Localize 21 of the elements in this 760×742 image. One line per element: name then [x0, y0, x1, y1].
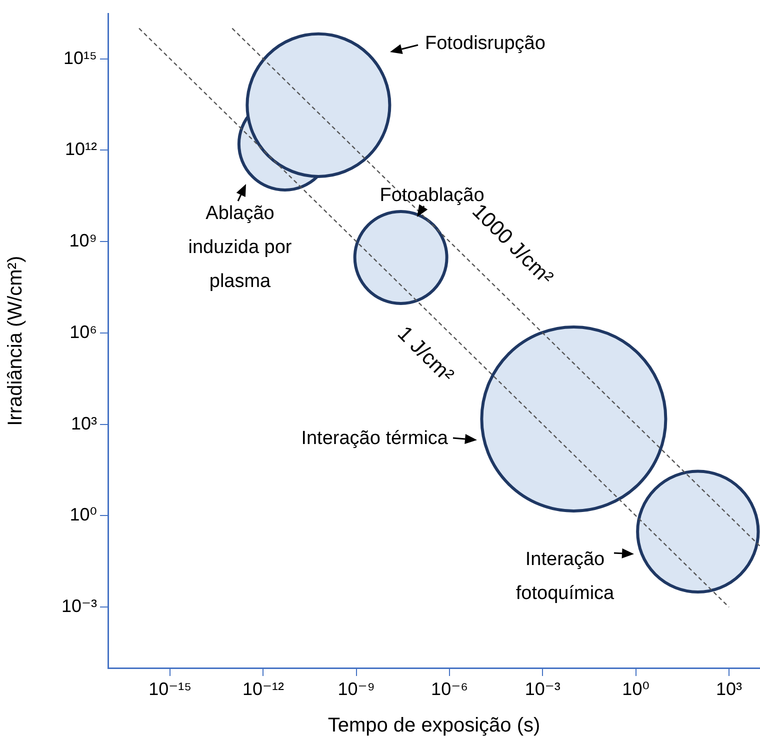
- y-tick-label: 10⁰: [70, 504, 97, 525]
- series-label: Fotoablação: [380, 185, 484, 206]
- y-tick-label: 10³: [70, 413, 98, 434]
- x-tick-label: 10⁻¹⁵: [148, 678, 192, 699]
- y-tick-label: 10¹⁵: [64, 48, 97, 68]
- y-tick-label: 10⁻³: [61, 596, 97, 616]
- y-tick-label: 10¹²: [64, 139, 97, 160]
- x-tick-label: 10⁻³: [524, 678, 560, 699]
- x-tick-label: 10⁻⁶: [431, 678, 468, 699]
- series-label: Ablação induzida por plasma: [188, 203, 292, 292]
- series-label: Interação térmica: [301, 428, 448, 450]
- x-tick-label: 10⁻⁹: [338, 678, 375, 699]
- x-tick-label: 10⁻¹²: [242, 678, 284, 699]
- y-tick-label: 10⁶: [70, 322, 97, 342]
- y-tick-label: 10⁹: [69, 230, 97, 251]
- x-tick-label: 10³: [716, 678, 742, 699]
- y-axis-title: Irradiância (W/cm²): [4, 256, 27, 426]
- x-axis-title: Tempo de exposição (s): [328, 714, 540, 737]
- text: Fotodisrupção: [425, 33, 546, 54]
- x-tick-label: 10⁰: [622, 678, 650, 699]
- series-label: Interação fotoquímica: [516, 549, 615, 604]
